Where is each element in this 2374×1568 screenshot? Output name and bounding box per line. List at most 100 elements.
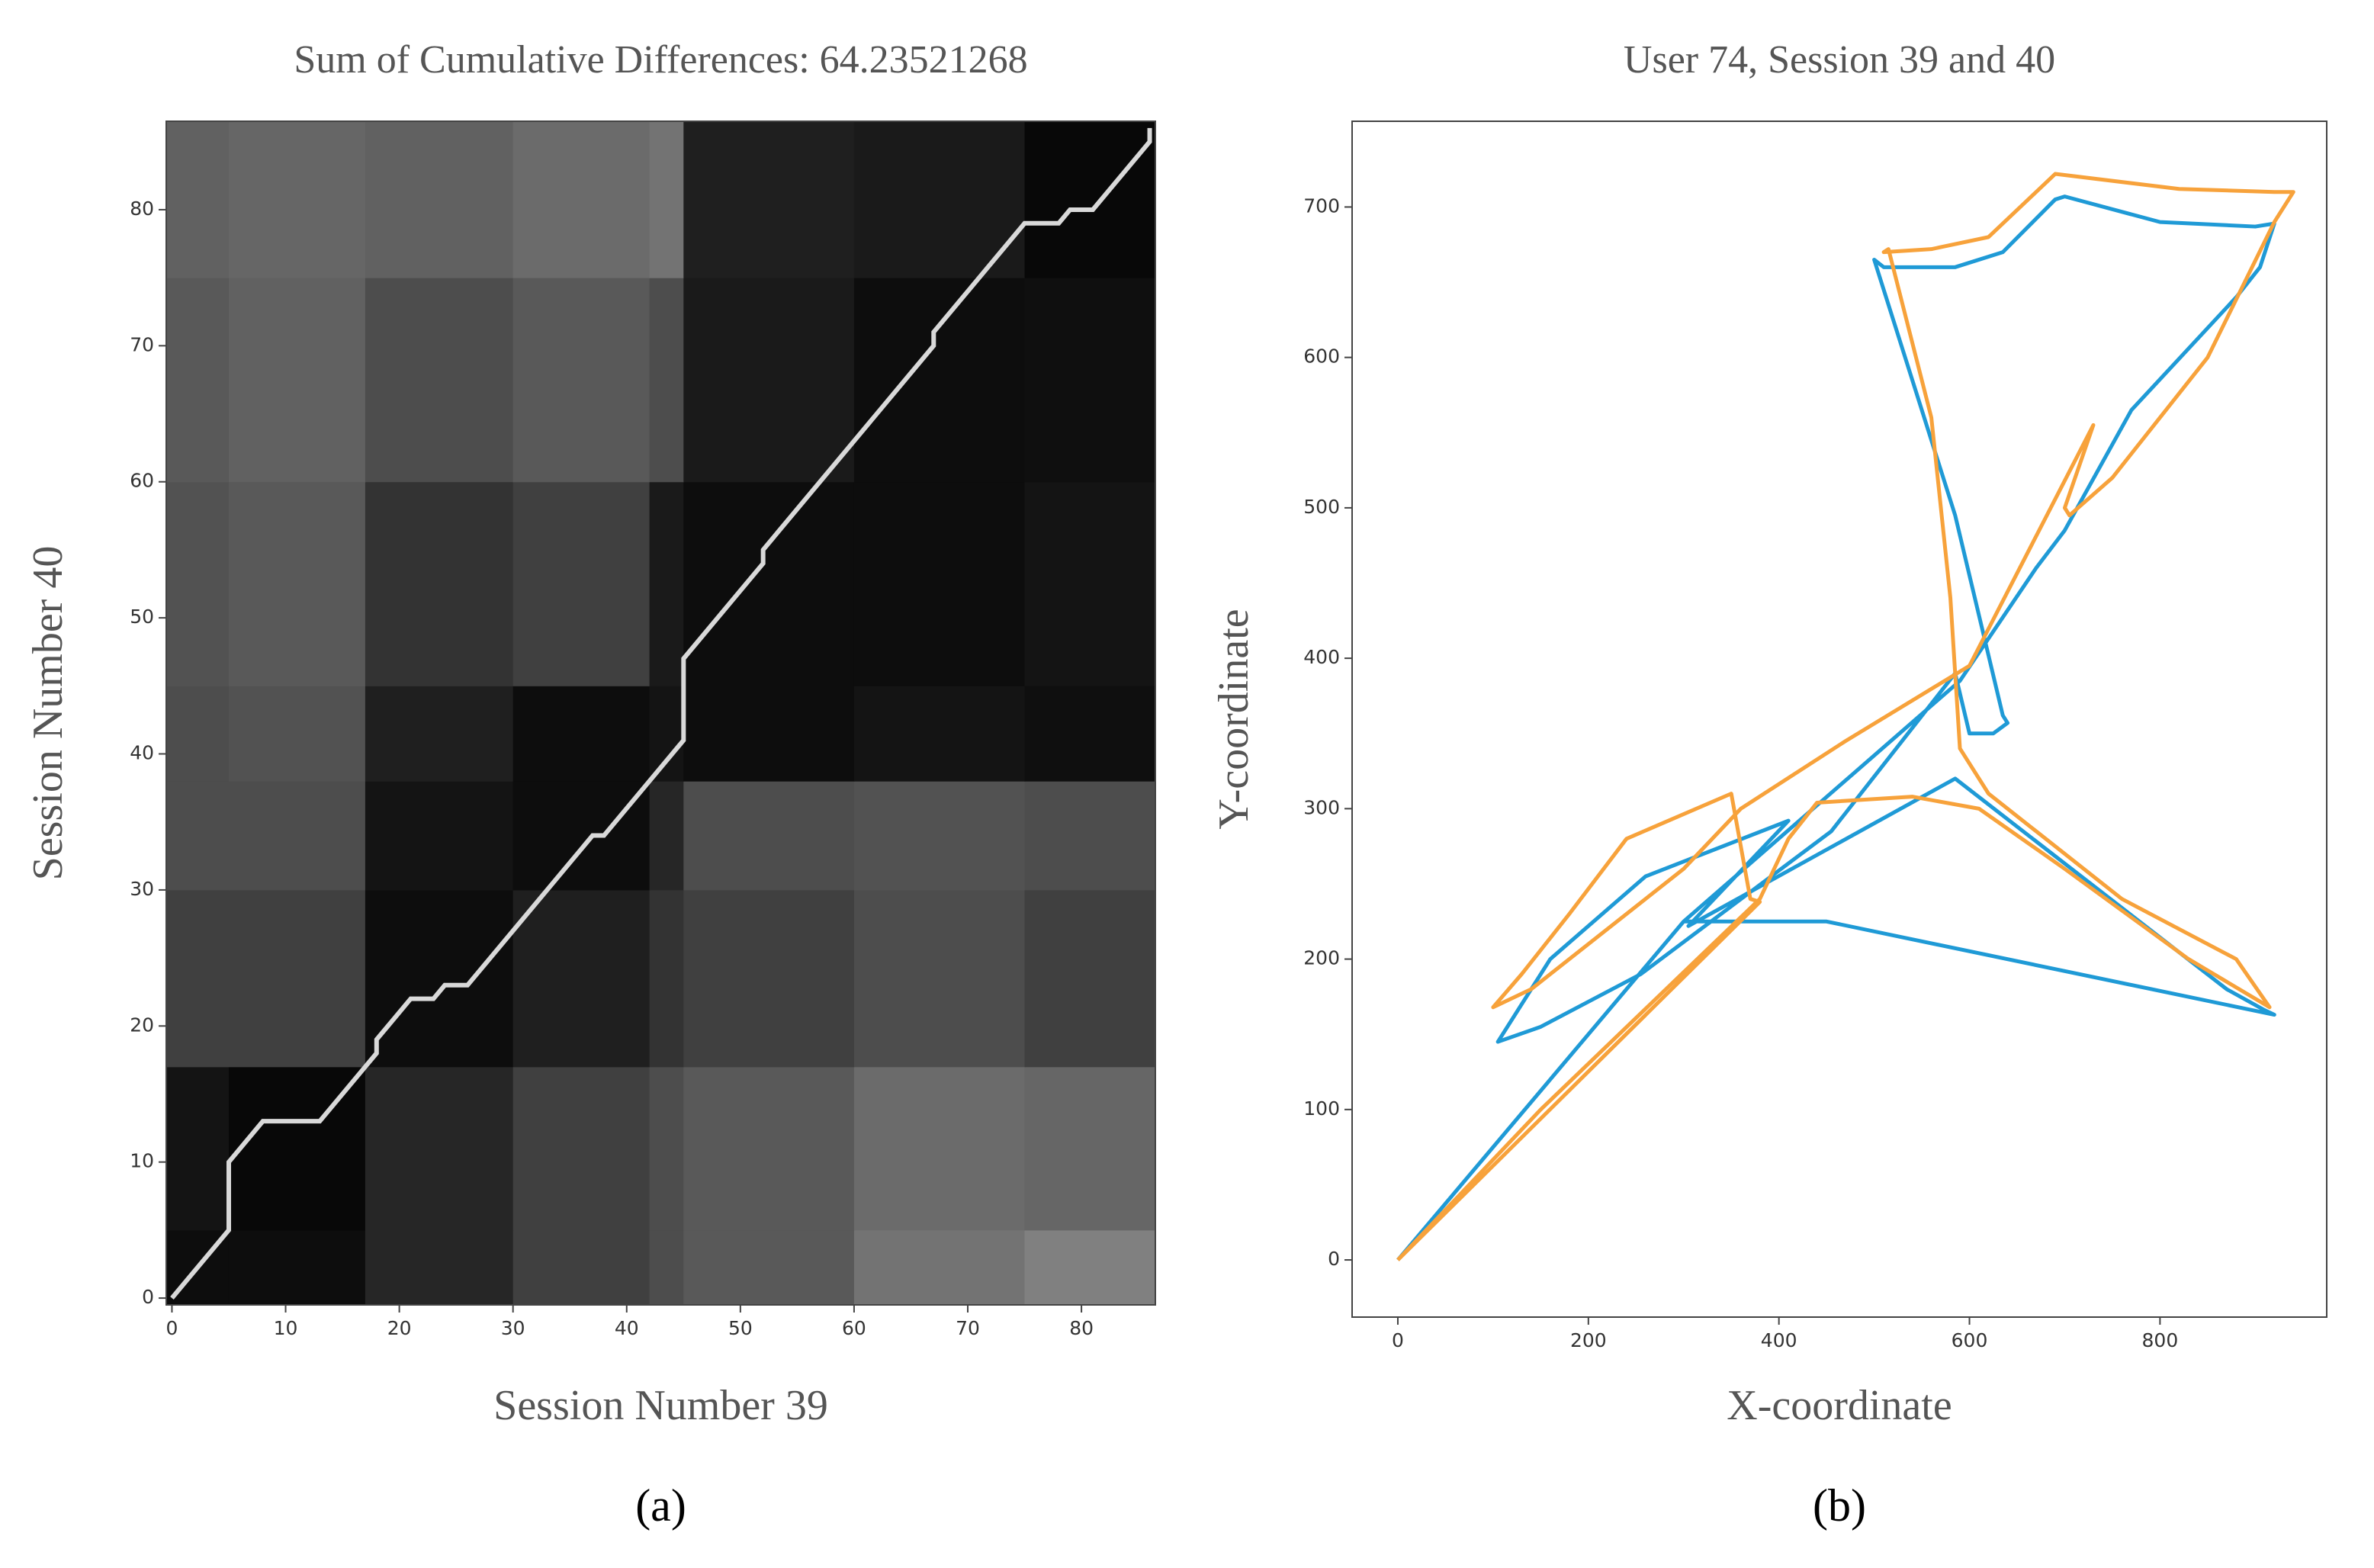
y-tick-label: 40: [130, 742, 154, 764]
caption: (a): [635, 1480, 686, 1531]
x-tick-label: 200: [1570, 1329, 1607, 1351]
heat-cell: [853, 278, 1026, 483]
heat-cell: [365, 781, 514, 891]
plot-frame: [165, 120, 1156, 1306]
heat-cell: [853, 889, 1026, 1068]
heat-cell: [649, 481, 684, 686]
heat-cell: [228, 781, 366, 891]
x-tick-label: 600: [1952, 1329, 1988, 1351]
heat-cell: [683, 889, 855, 1068]
y-tick-label: 600: [1303, 345, 1340, 368]
heat-cell: [228, 1229, 366, 1306]
heat-cell: [166, 278, 230, 483]
y-tick-label: 20: [130, 1014, 154, 1036]
heat-cell: [512, 278, 651, 483]
heat-cell: [683, 1066, 855, 1231]
heat-cell: [649, 121, 684, 278]
heat-cell: [166, 686, 230, 782]
y-tick-label: 0: [142, 1286, 154, 1308]
y-tick-label: 300: [1303, 796, 1340, 818]
x-axis-label: X-coordinate: [1727, 1382, 1952, 1429]
y-tick-label: 30: [130, 878, 154, 900]
heat-cell: [683, 686, 855, 782]
caption: (b): [1813, 1480, 1866, 1531]
heat-cell: [365, 889, 514, 1068]
y-tick-label: 70: [130, 333, 154, 355]
trajectory: [1396, 194, 2276, 1261]
heat-cell: [228, 121, 366, 278]
x-tick-label: 800: [2142, 1329, 2179, 1351]
x-tick-label: 30: [501, 1317, 525, 1339]
heat-cell: [512, 889, 651, 1068]
chart-title: User 74, Session 39 and 40: [1624, 38, 2055, 82]
heat-cell: [649, 278, 684, 483]
heat-cell: [649, 1229, 684, 1306]
heat-cell: [228, 889, 366, 1068]
heat-cell: [365, 278, 514, 483]
heat-cell: [683, 278, 855, 483]
heat-cell: [365, 481, 514, 686]
y-tick-label: 0: [1328, 1248, 1340, 1270]
x-tick-label: 50: [728, 1317, 753, 1339]
heat-cell: [512, 481, 651, 686]
heat-cell: [1024, 481, 1156, 686]
x-tick-label: 80: [1069, 1317, 1094, 1339]
x-tick-label: 70: [956, 1317, 980, 1339]
y-tick-label: 60: [130, 470, 154, 492]
heat-cell: [1024, 121, 1156, 278]
heat-cell: [512, 686, 651, 782]
x-tick-label: 60: [842, 1317, 866, 1339]
heat-cell: [365, 686, 514, 782]
heat-cell: [166, 889, 230, 1068]
x-axis-label: Session Number 39: [493, 1382, 828, 1429]
heat-cell: [512, 1229, 651, 1306]
y-tick-label: 80: [130, 198, 154, 220]
y-tick-label: 200: [1303, 947, 1340, 969]
chart-title: Sum of Cumulative Differences: 64.235212…: [294, 38, 1027, 82]
x-tick-label: 0: [1392, 1329, 1404, 1351]
y-tick-label: 400: [1303, 646, 1340, 668]
heat-cell: [649, 686, 684, 782]
heat-cell: [1024, 1229, 1156, 1306]
plot-frame: [1351, 120, 2327, 1318]
heat-cell: [1024, 278, 1156, 483]
x-tick-label: 40: [615, 1317, 639, 1339]
warp-path: [170, 127, 1152, 1300]
y-tick-label: 10: [130, 1150, 154, 1172]
heat-cell: [683, 1229, 855, 1306]
heat-cell: [1024, 889, 1156, 1068]
x-tick-label: 10: [274, 1317, 298, 1339]
heat-cell: [512, 1066, 651, 1231]
heat-cell: [512, 781, 651, 891]
heat-cell: [1024, 781, 1156, 891]
heat-cell: [649, 889, 684, 1068]
y-tick-label: 50: [130, 606, 154, 628]
heat-cell: [1024, 686, 1156, 782]
y-axis-label: Y-coordinate: [1210, 609, 1258, 829]
heat-cell: [649, 781, 684, 891]
heat-cell: [853, 1066, 1026, 1231]
heat-cell: [512, 121, 651, 278]
heat-cell: [853, 686, 1026, 782]
heat-cell: [166, 1066, 230, 1231]
heat-cell: [853, 781, 1026, 891]
heat-cell: [1024, 1066, 1156, 1231]
x-tick-label: 0: [166, 1317, 178, 1339]
y-tick-label: 500: [1303, 496, 1340, 518]
heat-cell: [365, 121, 514, 278]
heat-cell: [365, 1066, 514, 1231]
heat-cell: [228, 481, 366, 686]
heat-cell: [228, 278, 366, 483]
heat-cell: [853, 121, 1026, 278]
y-axis-label: Session Number 40: [24, 546, 72, 881]
x-tick-label: 400: [1761, 1329, 1797, 1351]
heat-cell: [228, 686, 366, 782]
heat-cell: [683, 481, 855, 686]
trajectory: [1396, 172, 2295, 1261]
x-tick-label: 20: [387, 1317, 412, 1339]
heat-cell: [166, 781, 230, 891]
y-tick-label: 700: [1303, 194, 1340, 217]
heat-cell: [166, 481, 230, 686]
heat-cell: [649, 1066, 684, 1231]
